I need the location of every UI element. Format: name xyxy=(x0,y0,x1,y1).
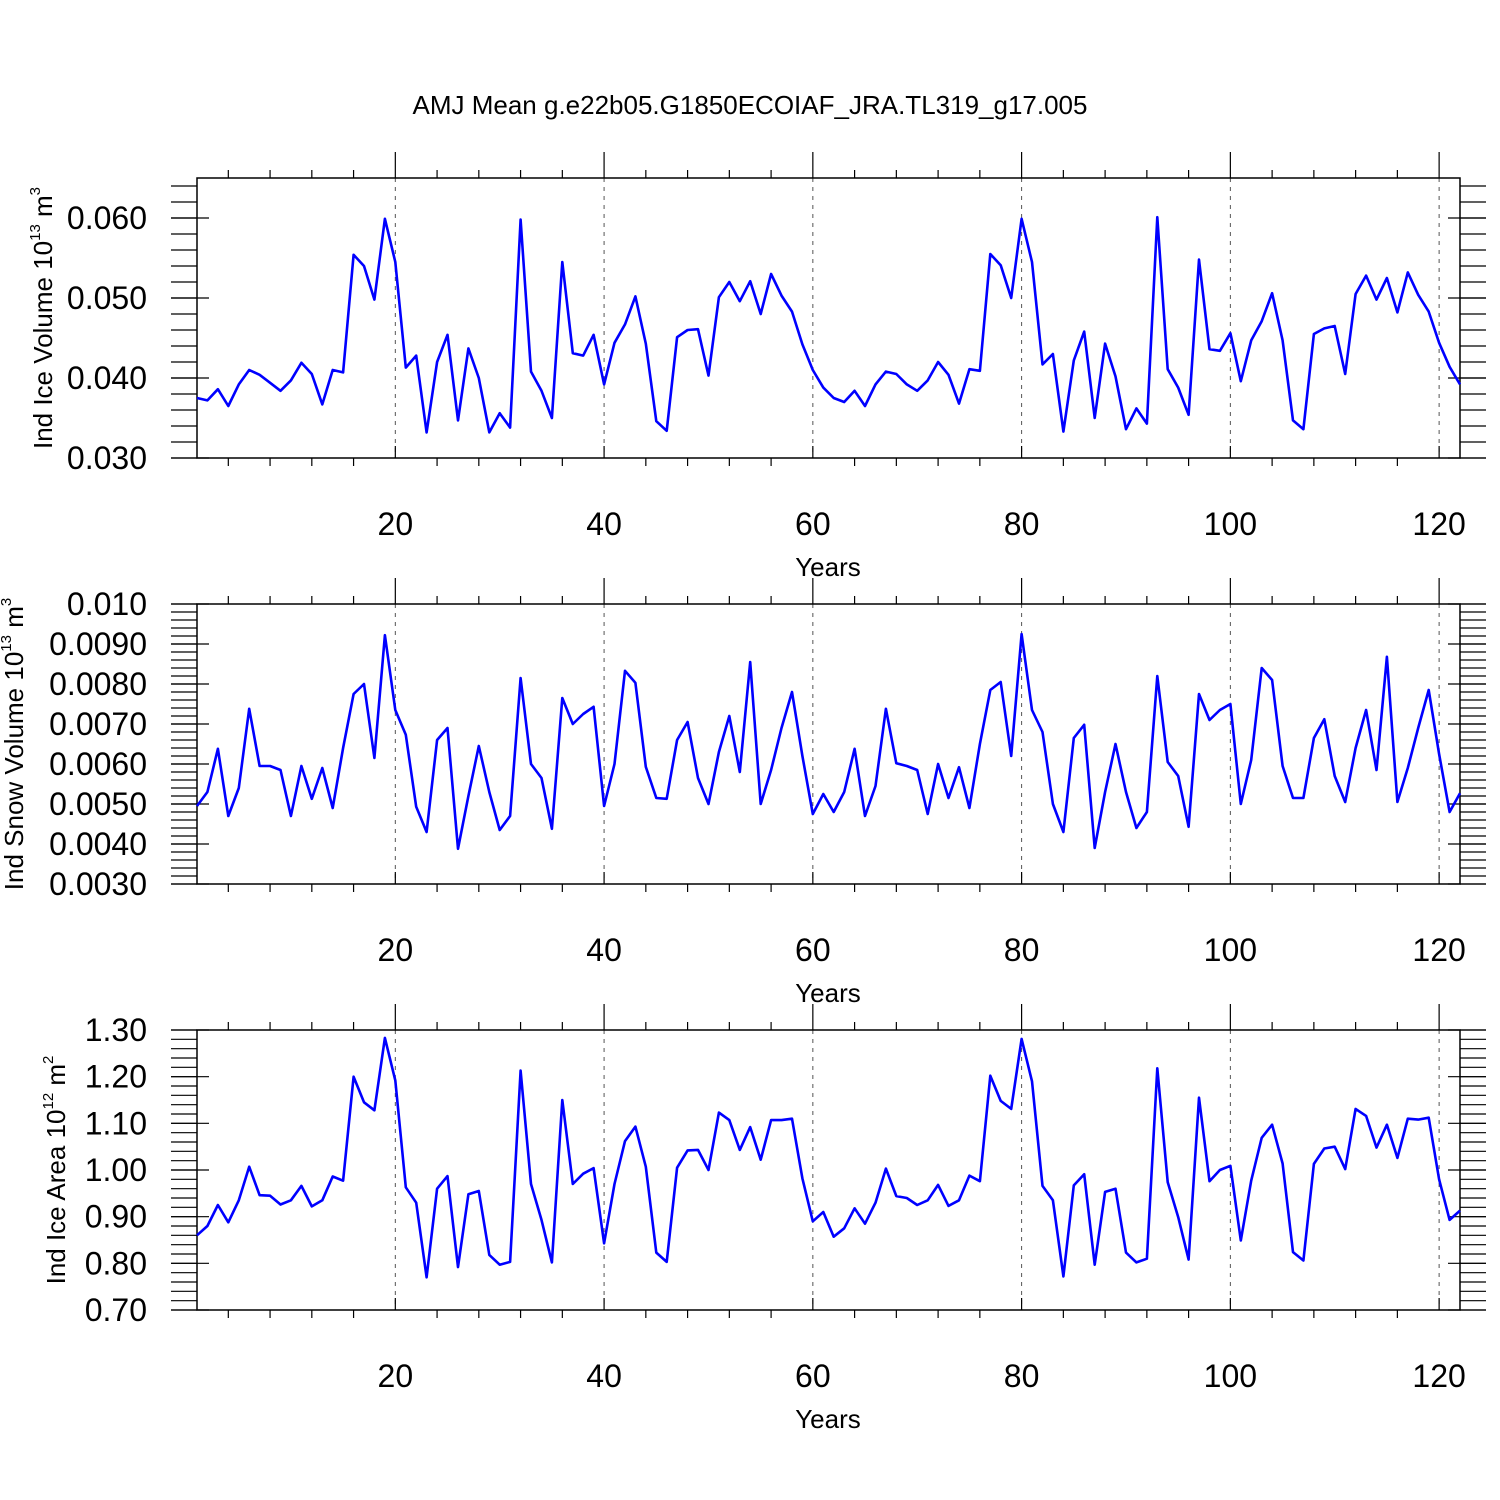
series-line xyxy=(195,632,1462,851)
x-tick-label: 100 xyxy=(1204,932,1257,968)
x-tick-label: 120 xyxy=(1412,1358,1465,1394)
x-tick-label: 120 xyxy=(1412,932,1465,968)
y-axis-label: Ind Snow Volume 1013 m3 xyxy=(0,598,29,890)
x-axis-label: Years xyxy=(795,1404,861,1434)
x-tick-label: 20 xyxy=(378,932,414,968)
y-tick-label: 1.30 xyxy=(85,1012,147,1048)
y-tick-label: 0.0040 xyxy=(49,826,147,862)
x-tick-label: 80 xyxy=(1004,506,1040,542)
series-line xyxy=(196,1036,1461,1279)
x-tick-label: 60 xyxy=(795,1358,831,1394)
y-tick-label: 0.060 xyxy=(67,200,147,236)
y-tick-label: 0.040 xyxy=(67,360,147,396)
y-tick-label: 0.030 xyxy=(67,440,147,476)
x-tick-label: 80 xyxy=(1004,932,1040,968)
x-tick-label: 100 xyxy=(1204,1358,1257,1394)
panel-ice-area: 20 40 60 80 100 120 0.70 0.80 0.90 1.00 1.10 1.20 1.… xyxy=(40,1004,1486,1434)
x-tick-label: 40 xyxy=(586,506,622,542)
x-tick-label: 100 xyxy=(1204,506,1257,542)
y-tick-label: 0.90 xyxy=(85,1199,147,1235)
y-tick-label: 1.10 xyxy=(85,1105,147,1141)
panel-ice-volume: 20 40 60 80 100 120 0.030 0.040 0.050 0.060 Years I… xyxy=(27,152,1486,582)
panel-snow-volume: 20 40 60 80 100 120 0.0030 0.0040 0.0050 0.0060 0.… xyxy=(0,578,1486,1008)
x-tick-label: 60 xyxy=(795,932,831,968)
x-tick-label: 60 xyxy=(795,506,831,542)
y-tick-label: 0.0030 xyxy=(49,866,147,902)
x-axis-label: Years xyxy=(795,552,861,582)
y-axis-label: Ind Ice Area 1012 m2 xyxy=(40,1056,71,1285)
plot-frame xyxy=(196,177,1461,459)
y-tick-label: 0.0080 xyxy=(49,666,147,702)
y-tick-label: 1.20 xyxy=(85,1059,147,1095)
series-line xyxy=(196,215,1462,434)
x-tick-label: 20 xyxy=(378,506,414,542)
y-tick-label: 1.00 xyxy=(85,1152,147,1188)
y-tick-label: 0.0070 xyxy=(49,706,147,742)
y-tick-label: 0.010 xyxy=(67,586,147,622)
x-tick-label: 80 xyxy=(1004,1358,1040,1394)
y-tick-label: 0.70 xyxy=(85,1292,147,1328)
y-tick-label: 0.0060 xyxy=(49,746,147,782)
y-tick-label: 0.0090 xyxy=(49,626,147,662)
y-tick-label: 0.0050 xyxy=(49,786,147,822)
x-tick-label: 120 xyxy=(1412,506,1465,542)
chart-title: AMJ Mean g.e22b05.G1850ECOIAF_JRA.TL319_… xyxy=(413,90,1088,120)
plot-frame xyxy=(196,1029,1461,1311)
plot-frame xyxy=(196,603,1461,885)
x-tick-label: 40 xyxy=(586,932,622,968)
x-tick-label: 40 xyxy=(586,1358,622,1394)
x-tick-label: 20 xyxy=(378,1358,414,1394)
y-tick-label: 0.050 xyxy=(67,280,147,316)
y-axis-label: Ind Ice Volume 1013 m3 xyxy=(27,187,58,449)
y-tick-label: 0.80 xyxy=(85,1245,147,1281)
x-axis-label: Years xyxy=(795,978,861,1008)
